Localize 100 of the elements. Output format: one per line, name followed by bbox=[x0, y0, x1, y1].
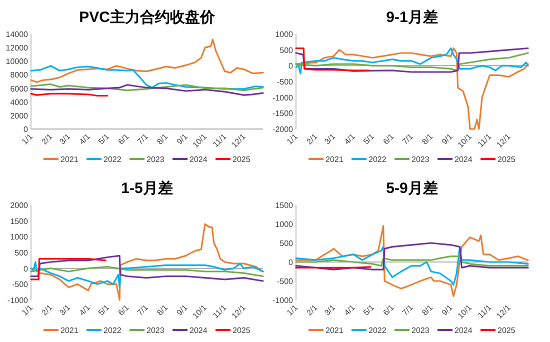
x-tick-label: 4/1 bbox=[342, 302, 358, 318]
legend-label: 2025 bbox=[498, 155, 516, 164]
y-tick-label: 500 bbox=[14, 248, 29, 258]
chart-title: 5-9月差 bbox=[386, 180, 438, 197]
line-series bbox=[30, 261, 264, 288]
legend-label: 2023 bbox=[412, 326, 430, 335]
line-series bbox=[30, 65, 264, 90]
x-tick-label: 1/1 bbox=[20, 302, 35, 318]
x-tick-label: 3/1 bbox=[58, 132, 72, 146]
line-series bbox=[30, 83, 264, 92]
x-tick-label: 12/1 bbox=[494, 302, 513, 320]
legend-label: 2024 bbox=[190, 155, 208, 164]
line-series bbox=[295, 242, 529, 270]
x-tick-label: 1/1 bbox=[285, 302, 300, 318]
legend-label: 2023 bbox=[146, 326, 165, 335]
x-tick-label: 11/1 bbox=[476, 132, 494, 150]
x-tick-label: 2/1 bbox=[40, 132, 55, 146]
x-tick-label: 6/1 bbox=[381, 132, 396, 146]
legend-label: 2022 bbox=[104, 326, 122, 335]
x-tick-label: 10/1 bbox=[191, 302, 209, 320]
x-tick-label: 5/1 bbox=[96, 132, 112, 146]
x-tick-label: 7/1 bbox=[400, 302, 416, 318]
line-series bbox=[295, 225, 529, 297]
chart-title: PVC主力合约收盘价 bbox=[79, 8, 216, 26]
x-tick-label: 12/1 bbox=[494, 132, 513, 150]
legend-label: 2023 bbox=[412, 155, 430, 164]
legend-label: 2025 bbox=[498, 326, 516, 335]
y-tick-label: -1000 bbox=[272, 296, 294, 305]
x-tick-label: 5/1 bbox=[96, 302, 112, 318]
x-tick-label: 9/1 bbox=[440, 302, 455, 318]
x-tick-label: 7/1 bbox=[136, 302, 150, 318]
legend-label: 2023 bbox=[146, 155, 165, 164]
x-tick-label: 1/1 bbox=[285, 132, 300, 146]
legend-label: 2021 bbox=[60, 326, 79, 335]
y-tick-label: 1000 bbox=[10, 232, 29, 242]
legend-label: 2021 bbox=[60, 155, 79, 164]
line-series bbox=[295, 246, 529, 286]
x-tick-label: 4/1 bbox=[78, 132, 92, 146]
y-tick-label: 1000 bbox=[275, 30, 294, 39]
y-tick-label: 0 bbox=[24, 125, 29, 134]
chart-title: 1-5月差 bbox=[121, 180, 173, 197]
y-tick-label: -500 bbox=[276, 277, 294, 286]
x-tick-label: 12/1 bbox=[230, 132, 248, 150]
x-tick-label: 8/1 bbox=[420, 132, 435, 146]
y-tick-label: 14000 bbox=[6, 30, 29, 39]
y-tick-label: 10000 bbox=[6, 57, 29, 66]
line-series bbox=[30, 38, 264, 83]
x-tick-label: 9/1 bbox=[175, 302, 190, 318]
line-series bbox=[295, 52, 529, 72]
x-tick-label: 12/1 bbox=[230, 302, 248, 320]
chart-title: 9-1月差 bbox=[386, 9, 438, 26]
legend-label: 2021 bbox=[326, 326, 344, 335]
legend-label: 2021 bbox=[326, 155, 344, 164]
x-tick-label: 8/1 bbox=[420, 302, 435, 318]
x-tick-label: 7/1 bbox=[400, 132, 416, 146]
x-tick-label: 1/1 bbox=[20, 132, 35, 146]
x-tick-label: 3/1 bbox=[322, 132, 338, 146]
x-tick-label: 2/1 bbox=[40, 302, 55, 318]
y-tick-label: -2000 bbox=[272, 125, 294, 134]
legend-label: 2025 bbox=[232, 326, 251, 335]
y-tick-label: 0 bbox=[24, 264, 29, 274]
x-tick-label: 8/1 bbox=[155, 132, 170, 146]
line-series bbox=[295, 47, 370, 72]
x-tick-label: 11/1 bbox=[476, 302, 494, 320]
legend-label: 2022 bbox=[368, 155, 387, 164]
x-tick-label: 6/1 bbox=[116, 132, 132, 146]
y-tick-label: -500 bbox=[12, 280, 29, 290]
legend-label: 2022 bbox=[104, 155, 122, 164]
y-tick-label: 0 bbox=[288, 258, 294, 267]
y-tick-label: 1000 bbox=[275, 220, 294, 229]
x-tick-label: 3/1 bbox=[322, 302, 338, 318]
line-series bbox=[295, 47, 529, 130]
legend-label: 2024 bbox=[190, 326, 208, 335]
y-tick-label: 1500 bbox=[275, 201, 294, 210]
x-tick-label: 5/1 bbox=[362, 132, 376, 146]
line-series bbox=[295, 256, 529, 267]
y-tick-label: 500 bbox=[280, 46, 294, 55]
y-tick-label: -1000 bbox=[272, 93, 294, 102]
x-tick-label: 10/1 bbox=[191, 132, 209, 150]
y-tick-label: 2000 bbox=[10, 201, 29, 210]
y-tick-label: -1000 bbox=[8, 296, 29, 305]
y-tick-label: 1500 bbox=[10, 216, 29, 226]
x-tick-label: 8/1 bbox=[155, 302, 170, 318]
legend-label: 2024 bbox=[454, 155, 473, 164]
x-tick-label: 11/1 bbox=[211, 132, 229, 150]
y-tick-label: 4000 bbox=[10, 98, 29, 107]
y-tick-label: 2000 bbox=[10, 111, 29, 120]
line-series bbox=[30, 266, 264, 278]
x-tick-label: 2/1 bbox=[304, 132, 320, 146]
x-tick-label: 11/1 bbox=[211, 302, 229, 320]
line-series bbox=[30, 254, 264, 282]
y-tick-label: 12000 bbox=[6, 44, 29, 53]
line-series bbox=[30, 84, 264, 96]
y-tick-label: 6000 bbox=[10, 84, 29, 94]
x-tick-label: 10/1 bbox=[456, 302, 474, 320]
x-tick-label: 10/1 bbox=[456, 132, 474, 150]
y-tick-label: 500 bbox=[280, 239, 294, 248]
y-tick-label: 8000 bbox=[10, 70, 29, 80]
x-tick-label: 2/1 bbox=[304, 302, 320, 318]
y-tick-label: -500 bbox=[276, 78, 294, 86]
